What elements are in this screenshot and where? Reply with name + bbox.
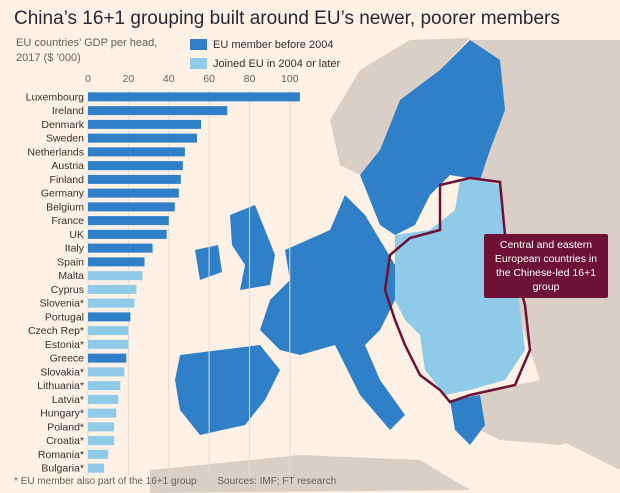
map-greece: [450, 395, 485, 445]
bar-cyprus: [88, 284, 137, 294]
category-label: Greece: [50, 353, 85, 365]
bar-lithuania: [88, 381, 121, 391]
bar-portugal: [88, 312, 131, 322]
category-label: UK: [69, 229, 84, 241]
category-label: Estonia*: [45, 339, 84, 351]
x-tick-label: 80: [244, 73, 256, 85]
category-label: Malta: [58, 270, 84, 282]
bar-latvia: [88, 394, 119, 404]
chart-bars: [88, 92, 300, 473]
map-land-turkey: [470, 380, 610, 445]
category-label: Portugal: [45, 311, 84, 323]
category-label: Poland*: [47, 421, 84, 433]
map-land-africa: [150, 455, 470, 493]
category-label: Belgium: [46, 201, 84, 213]
category-label: Cyprus: [51, 284, 84, 296]
x-tick-label: 40: [163, 73, 175, 85]
bar-spain: [88, 257, 145, 267]
bar-uk: [88, 229, 167, 239]
category-label: Lithuania*: [37, 380, 84, 392]
bar-denmark: [88, 119, 202, 129]
category-label: Slovenia*: [40, 298, 84, 310]
category-label: Spain: [57, 256, 84, 268]
bar-czech-rep: [88, 326, 129, 336]
category-label: Romania*: [38, 449, 84, 461]
bar-sweden: [88, 133, 197, 143]
category-label: Hungary*: [40, 408, 84, 420]
bar-finland: [88, 174, 181, 184]
map-uk-ireland: [195, 205, 275, 290]
legend-item-old-eu: EU member before 2004: [190, 37, 340, 52]
bar-malta: [88, 271, 143, 281]
footer-note: * EU member also part of the 16+1 group: [14, 476, 197, 487]
bar-germany: [88, 188, 179, 198]
legend-swatch-old-eu: [190, 39, 207, 50]
bar-bulgaria: [88, 463, 105, 473]
chart-legend: EU member before 2004 Joined EU in 2004 …: [190, 37, 340, 75]
category-label: Slovakia*: [40, 366, 84, 378]
chart-category-labels: Luxembourg Ireland Denmark SwedenNetherland…: [26, 91, 85, 474]
legend-label-new-eu: Joined EU in 2004 or later: [213, 57, 341, 70]
x-tick-label: 20: [123, 73, 135, 85]
category-label: Italy: [65, 243, 85, 255]
category-label: Ireland: [52, 105, 84, 117]
gdp-bar-chart: 0 20 40 60 80 100 Luxembourg Ireland Denmark Swe…: [26, 73, 300, 475]
bar-luxembourg: [88, 92, 300, 102]
chart-x-ticks: 0 20 40 60 80 100: [85, 73, 299, 85]
category-label: Germany: [41, 188, 85, 200]
map-land-norway: [330, 38, 470, 175]
bar-italy: [88, 243, 153, 253]
category-label: Sweden: [46, 133, 84, 145]
map-western-europe: [260, 195, 405, 430]
bar-croatia: [88, 436, 115, 446]
map-sweden-finland: [360, 40, 505, 235]
category-label: Austria: [51, 160, 84, 172]
bar-greece: [88, 353, 127, 363]
bar-estonia: [88, 339, 129, 349]
x-tick-label: 100: [281, 73, 299, 85]
footer-sources: Sources: IMF; FT research: [217, 476, 337, 487]
map-callout-16plus1: Central and eastern European countries i…: [484, 234, 608, 298]
bar-hungary: [88, 408, 117, 418]
chart-footer: * EU member also part of the 16+1 group …: [14, 476, 336, 487]
europe-map: [150, 38, 620, 493]
bar-belgium: [88, 202, 175, 212]
map-iberia: [175, 345, 280, 435]
category-label: Finland: [50, 174, 85, 186]
bar-ireland: [88, 106, 228, 116]
bar-slovakia: [88, 367, 125, 377]
category-label: Luxembourg: [26, 91, 85, 103]
x-tick-label: 0: [85, 73, 91, 85]
legend-label-old-eu: EU member before 2004: [213, 38, 334, 51]
bar-romania: [88, 449, 109, 459]
bar-netherlands: [88, 147, 185, 157]
bar-france: [88, 216, 169, 226]
category-label: Bulgaria*: [41, 463, 84, 475]
category-label: Croatia*: [46, 435, 84, 447]
category-label: France: [51, 215, 84, 227]
bar-poland: [88, 422, 115, 432]
bar-austria: [88, 161, 183, 171]
bar-slovenia: [88, 298, 135, 308]
legend-swatch-new-eu: [190, 58, 207, 69]
x-tick-label: 60: [203, 73, 215, 85]
page-title: China’s 16+1 grouping built around EU’s …: [14, 8, 560, 29]
category-label: Denmark: [41, 119, 84, 131]
chart-subtitle: EU countries’ GDP per head, 2017 ($ ’000…: [16, 37, 158, 64]
category-label: Netherlands: [27, 146, 84, 158]
legend-item-new-eu: Joined EU in 2004 or later: [190, 56, 340, 71]
category-label: Czech Rep*: [28, 325, 84, 337]
category-label: Latvia*: [52, 394, 84, 406]
